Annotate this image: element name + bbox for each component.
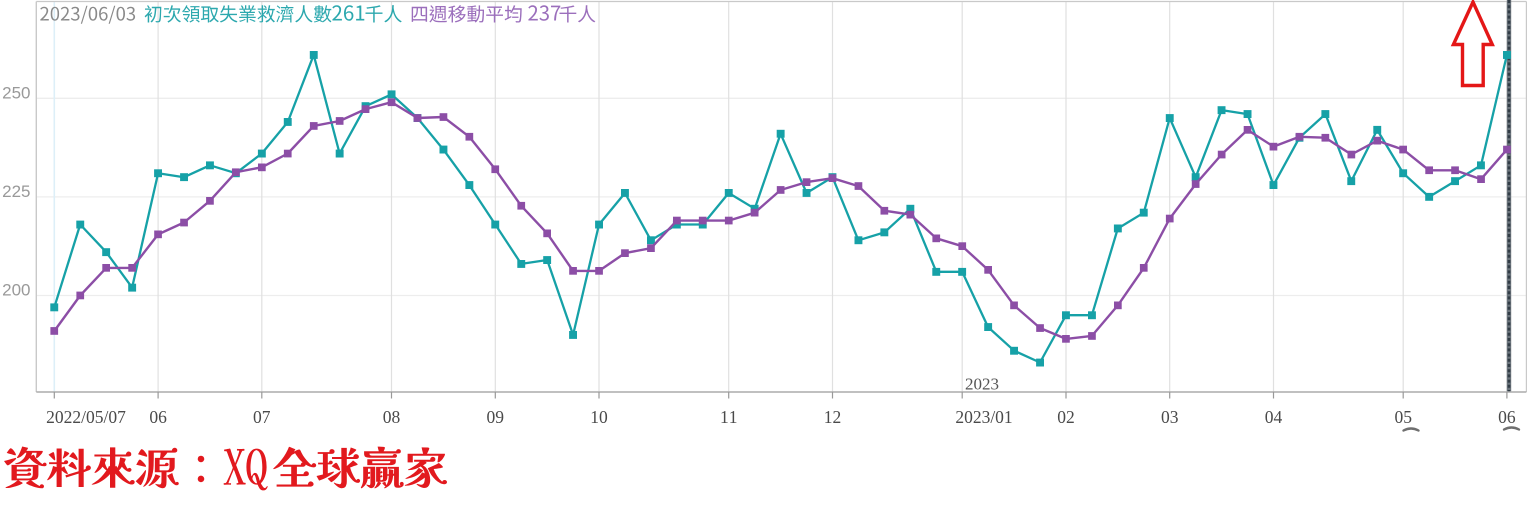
svg-text:03: 03 <box>1161 407 1179 427</box>
svg-text:02: 02 <box>1057 407 1075 427</box>
svg-text:200: 200 <box>2 281 30 300</box>
svg-text:2022/05/07: 2022/05/07 <box>46 407 126 427</box>
svg-text:04: 04 <box>1265 407 1283 427</box>
svg-text:225: 225 <box>2 182 30 201</box>
svg-text:2023: 2023 <box>965 375 999 394</box>
svg-text:06: 06 <box>149 407 167 427</box>
svg-text:09: 09 <box>487 407 505 427</box>
svg-text:12: 12 <box>824 407 842 427</box>
svg-text:10: 10 <box>590 407 608 427</box>
svg-text:11: 11 <box>720 407 738 427</box>
svg-text:05: 05 <box>1394 407 1412 427</box>
svg-text:06: 06 <box>1498 407 1516 427</box>
svg-text:250: 250 <box>2 83 30 102</box>
svg-text:08: 08 <box>383 407 401 427</box>
svg-text:07: 07 <box>253 407 271 427</box>
svg-text:2023/01: 2023/01 <box>955 407 1012 427</box>
